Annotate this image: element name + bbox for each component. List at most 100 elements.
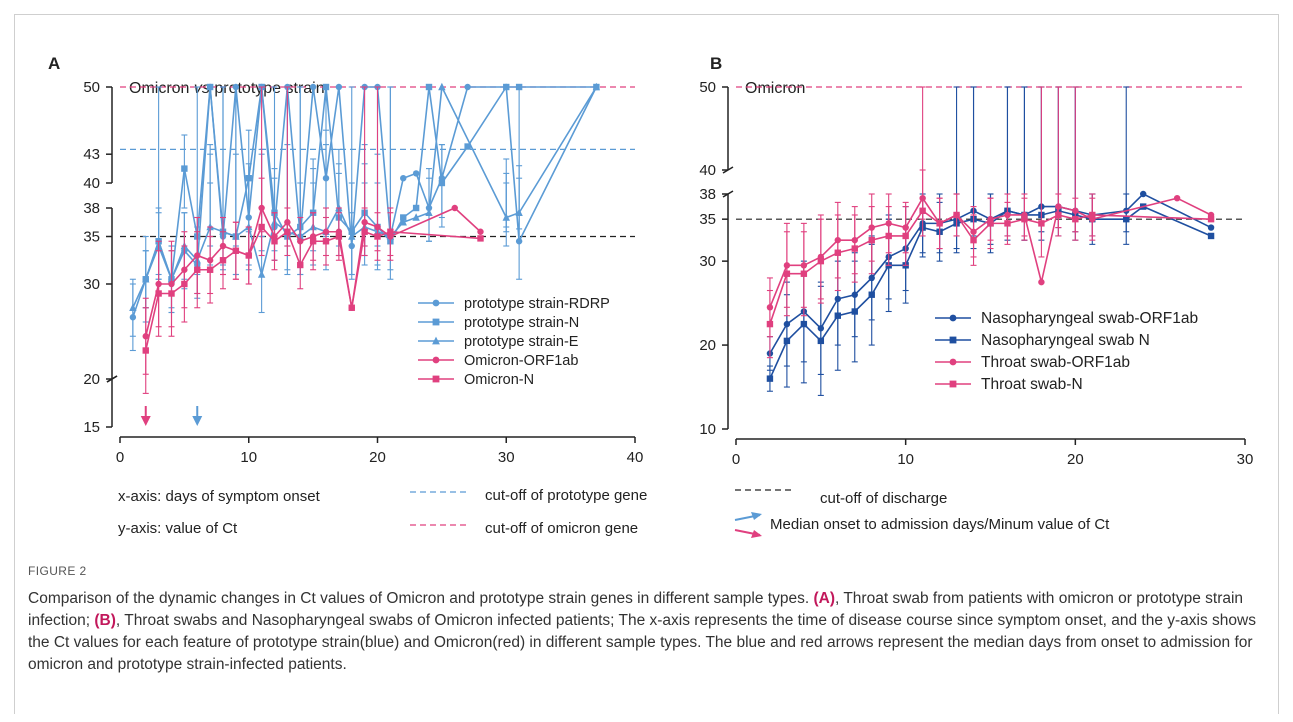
- panel-a-y-tick-label: 35: [83, 229, 100, 246]
- data-point: [348, 304, 355, 311]
- data-point: [970, 236, 977, 244]
- data-point: [412, 204, 420, 212]
- data-point: [374, 233, 381, 240]
- data-point: [919, 207, 926, 214]
- data-point: [155, 290, 162, 297]
- data-point: [257, 270, 266, 278]
- panel-a-series-prototype-strain-n: [142, 83, 600, 323]
- panel-a-series-omicron-n: [142, 86, 484, 394]
- data-point: [868, 236, 875, 244]
- data-point: [868, 291, 875, 298]
- data-point: [206, 266, 214, 273]
- data-point: [387, 228, 394, 235]
- data-point: [245, 252, 252, 259]
- data-point: [817, 257, 825, 265]
- data-point: [1123, 215, 1130, 223]
- data-point: [335, 83, 343, 91]
- data-point: [271, 238, 278, 245]
- data-point: [129, 303, 137, 311]
- data-point: [885, 232, 892, 240]
- data-point: [515, 83, 523, 91]
- data-point: [1021, 215, 1028, 223]
- figure-frame: [14, 14, 1279, 714]
- panel-b-y-tick-label: 38: [699, 186, 716, 203]
- panel-a-legend-label: prototype strain-RDRP: [464, 296, 610, 312]
- data-point: [1004, 220, 1011, 227]
- red-arrow-key: [734, 529, 762, 538]
- panel-a-y-tick-label: 30: [83, 276, 100, 293]
- panel-b-series-throat-swab-n: [766, 86, 1215, 359]
- data-point: [181, 280, 188, 288]
- data-point: [142, 347, 149, 354]
- data-point: [425, 208, 433, 216]
- panel-a-legend-label: prototype strain-E: [464, 334, 579, 350]
- panel-b-legend-label: Throat swab-ORF1ab: [981, 354, 1130, 371]
- panel-a-legend-marker: [432, 336, 440, 345]
- data-point: [1207, 215, 1215, 223]
- data-point: [464, 83, 471, 91]
- data-point: [783, 270, 791, 277]
- data-point: [834, 312, 841, 319]
- xaxis-note: x-axis: days of symptom onset: [118, 488, 321, 505]
- data-point: [309, 238, 317, 245]
- data-point: [142, 275, 150, 283]
- data-point: [309, 83, 317, 91]
- data-point: [206, 83, 214, 91]
- panel-a-x-tick-label: 10: [240, 449, 257, 466]
- yaxis-note: y-axis: value of Ct: [118, 520, 238, 537]
- panel-a-plot: 15 20 30 35 38 40 43 50 0 10 20 30 40 prototype strai…: [83, 79, 643, 466]
- data-point: [284, 228, 291, 235]
- data-point: [477, 228, 484, 235]
- data-point: [399, 218, 407, 226]
- panel-b-plot: 10 20 30 35 38 40 50 0 10 20 30 Nasopharyngeal swab…: [699, 79, 1253, 468]
- panel-a-y-tick-label: 20: [83, 371, 100, 388]
- data-point: [902, 232, 909, 240]
- data-point: [1038, 220, 1045, 227]
- data-point: [361, 228, 368, 235]
- panel-a-x-tick-label: 40: [627, 449, 644, 466]
- panel-a-x-tick-label: 20: [369, 449, 386, 466]
- data-point: [1207, 224, 1215, 231]
- data-point: [464, 143, 471, 150]
- panel-b-legend-marker: [949, 336, 957, 344]
- data-point: [335, 233, 343, 240]
- data-point: [181, 165, 188, 172]
- data-point: [219, 257, 227, 264]
- data-point: [1140, 190, 1147, 198]
- panel-a-y-tick-label: 43: [83, 146, 100, 163]
- panel-a-legend-marker: [432, 356, 440, 364]
- proto-cutoff-note: cut-off of prototype gene: [485, 487, 647, 504]
- data-point: [1072, 215, 1079, 223]
- data-point: [451, 204, 458, 212]
- omicron-cutoff-note: cut-off of omicron gene: [485, 520, 638, 537]
- data-point: [477, 235, 484, 242]
- data-point: [232, 247, 240, 254]
- data-point: [297, 261, 304, 269]
- data-point: [1207, 232, 1215, 240]
- blue-arrow-key: [734, 512, 762, 521]
- panel-a-y-tick-label: 15: [83, 419, 100, 436]
- panel-b-legend-label: Nasopharyngeal swab-ORF1ab: [981, 310, 1198, 327]
- panel-a-legend-label: Omicron-N: [464, 372, 534, 388]
- panel-b-legend-label: Throat swab-N: [981, 376, 1083, 393]
- data-point: [1173, 194, 1181, 202]
- panel-a-onset-arrow-head: [192, 416, 203, 426]
- panel-a-legend-marker: [432, 318, 440, 326]
- data-point: [502, 213, 510, 221]
- panel-b-x-tick-label: 30: [1237, 451, 1254, 468]
- data-point: [412, 170, 420, 177]
- panel-b-y-tick-label: 50: [699, 79, 716, 96]
- panel-a-x-tick-label: 30: [498, 449, 515, 466]
- data-point: [953, 211, 960, 219]
- data-point: [800, 270, 808, 277]
- panel-a-title: Omicron vs prototype strain: [129, 80, 325, 97]
- data-point: [766, 375, 774, 382]
- panel-b-title: Omicron: [745, 80, 805, 97]
- data-point: [817, 337, 825, 345]
- panel-b-y-tick-label: 20: [699, 337, 716, 354]
- data-point: [766, 320, 774, 328]
- data-point: [592, 82, 601, 91]
- panel-a-x-tick-label: 0: [116, 449, 124, 466]
- data-point: [800, 320, 808, 328]
- data-point: [851, 308, 858, 315]
